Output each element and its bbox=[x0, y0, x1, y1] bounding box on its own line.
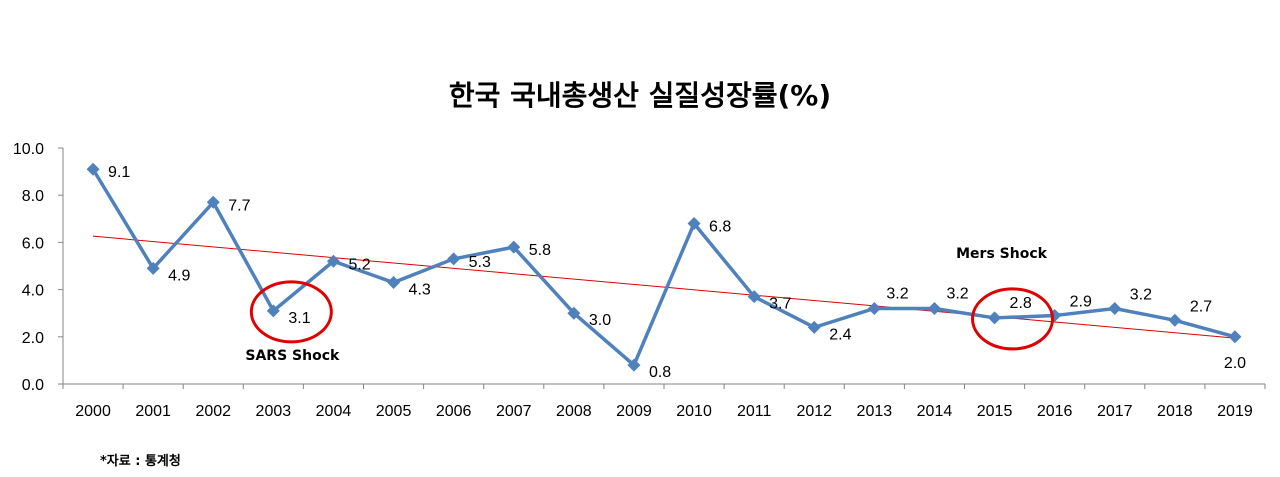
data-point bbox=[206, 195, 220, 209]
data-label: 3.7 bbox=[769, 296, 791, 313]
data-point bbox=[326, 254, 340, 268]
x-tick-label: 2012 bbox=[796, 403, 832, 420]
data-point bbox=[687, 217, 701, 231]
chart-title: 한국 국내총생산 실질성장률(%) bbox=[448, 79, 832, 112]
data-label: 2.0 bbox=[1224, 355, 1246, 372]
x-tick-label: 2010 bbox=[676, 403, 712, 420]
source-note: *자료 : 통계청 bbox=[100, 454, 181, 469]
y-tick-label: 0.0 bbox=[22, 377, 44, 394]
y-tick-label: 4.0 bbox=[22, 283, 44, 300]
data-point bbox=[927, 301, 941, 315]
x-tick-label: 2008 bbox=[556, 403, 592, 420]
data-label: 4.3 bbox=[409, 282, 431, 299]
data-point bbox=[747, 290, 761, 304]
data-label: 3.0 bbox=[589, 312, 611, 329]
data-label: 2.7 bbox=[1190, 298, 1212, 315]
x-tick-label: 2006 bbox=[436, 403, 472, 420]
data-label: 7.7 bbox=[228, 197, 250, 214]
data-label: 2.8 bbox=[1010, 295, 1032, 312]
data-label: 2.9 bbox=[1070, 294, 1092, 311]
x-tick-label: 2014 bbox=[917, 403, 953, 420]
data-label: 6.8 bbox=[709, 219, 731, 236]
data-point bbox=[1168, 313, 1182, 327]
data-point bbox=[86, 162, 100, 176]
annotation-label: Mers Shock bbox=[956, 246, 1048, 262]
x-tick-label: 2015 bbox=[977, 403, 1013, 420]
x-tick-label: 2003 bbox=[256, 403, 292, 420]
x-tick-label: 2017 bbox=[1097, 403, 1133, 420]
annotation-label: SARS Shock bbox=[245, 348, 340, 364]
data-point bbox=[627, 358, 641, 372]
data-point bbox=[1108, 301, 1122, 315]
x-tick-label: 2002 bbox=[195, 403, 231, 420]
data-label: 5.8 bbox=[529, 242, 551, 259]
trendline bbox=[93, 235, 1235, 339]
data-point bbox=[146, 261, 160, 275]
x-tick-label: 2005 bbox=[376, 403, 412, 420]
y-tick-label: 6.0 bbox=[22, 235, 44, 252]
data-point bbox=[988, 311, 1002, 325]
data-point bbox=[387, 276, 401, 290]
data-point bbox=[507, 240, 521, 254]
y-tick-label: 2.0 bbox=[22, 330, 44, 347]
data-label: 5.2 bbox=[348, 256, 370, 273]
data-label: 2.4 bbox=[829, 326, 851, 343]
y-tick-label: 10.0 bbox=[13, 141, 44, 158]
x-tick-label: 2018 bbox=[1157, 403, 1193, 420]
x-tick-label: 2000 bbox=[75, 403, 111, 420]
data-point bbox=[1228, 330, 1242, 344]
x-tick-label: 2001 bbox=[135, 403, 171, 420]
series-line bbox=[91, 168, 1236, 367]
x-tick-label: 2004 bbox=[316, 403, 352, 420]
x-tick-label: 2013 bbox=[857, 403, 893, 420]
x-tick-label: 2011 bbox=[737, 403, 772, 420]
data-point bbox=[807, 320, 821, 334]
highlight-circle bbox=[971, 287, 1055, 351]
data-label: 3.2 bbox=[1130, 286, 1152, 303]
highlight-circle bbox=[249, 280, 333, 344]
x-tick-label: 2007 bbox=[496, 403, 532, 420]
data-label: 4.9 bbox=[168, 267, 190, 284]
x-tick-label: 2009 bbox=[616, 403, 652, 420]
data-label: 9.1 bbox=[108, 164, 130, 181]
data-point bbox=[867, 301, 881, 315]
data-label: 0.8 bbox=[649, 364, 671, 381]
data-label: 5.3 bbox=[469, 254, 491, 271]
data-point bbox=[266, 304, 280, 318]
x-tick-label: 2019 bbox=[1217, 403, 1253, 420]
x-tick-label: 2016 bbox=[1037, 403, 1073, 420]
data-label: 3.2 bbox=[946, 285, 968, 302]
data-point bbox=[567, 306, 581, 320]
y-tick-label: 8.0 bbox=[22, 188, 44, 205]
data-label: 3.1 bbox=[288, 310, 310, 327]
data-label: 3.2 bbox=[886, 285, 908, 302]
data-point bbox=[447, 252, 461, 266]
